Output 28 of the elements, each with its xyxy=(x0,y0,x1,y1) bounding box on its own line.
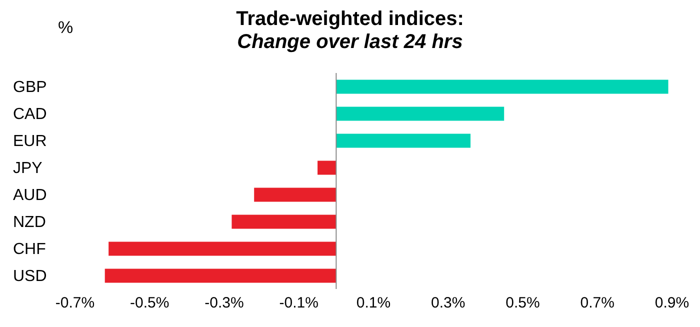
x-tick-label: -0.7% xyxy=(55,294,95,312)
bar xyxy=(336,106,504,121)
y-tick-label: AUD xyxy=(13,187,47,204)
y-axis-title: % xyxy=(58,18,74,38)
chart-subtitle: Change over last 24 hrs xyxy=(237,31,463,53)
chart-title: Trade-weighted indices: xyxy=(236,8,464,30)
y-tick-label: CHF xyxy=(13,241,46,258)
x-tick-label: -0.3% xyxy=(204,294,244,312)
x-tick-label: 0.7% xyxy=(580,294,614,312)
x-tick-label: 0.3% xyxy=(431,294,466,312)
bar xyxy=(336,134,471,148)
y-tick-label: EUR xyxy=(13,133,47,150)
y-tick-label: JPY xyxy=(13,160,43,178)
bar xyxy=(232,214,336,229)
y-tick-label: NZD xyxy=(13,214,46,232)
x-tick-label: -0.1% xyxy=(279,294,318,312)
y-tick-label: USD xyxy=(13,268,47,286)
x-tick-label: 0.5% xyxy=(506,294,540,312)
bar xyxy=(336,80,668,94)
bar xyxy=(108,242,336,256)
y-tick-label: CAD xyxy=(13,106,47,124)
x-tick-label: -0.5% xyxy=(130,294,170,312)
bar xyxy=(318,160,336,175)
bar xyxy=(254,188,336,202)
x-tick-label: 0.9% xyxy=(654,294,690,312)
y-tick-label: GBP xyxy=(13,79,47,96)
bar xyxy=(104,268,336,283)
x-tick-label: 0.1% xyxy=(356,294,391,312)
